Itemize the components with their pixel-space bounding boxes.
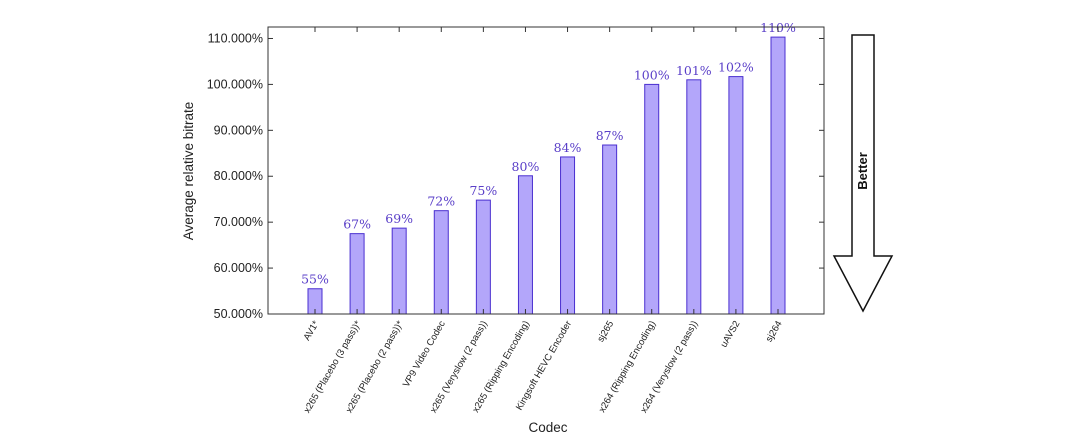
better-label: Better: [855, 152, 870, 190]
data-label: 80%: [512, 159, 540, 174]
bar: [602, 144, 618, 315]
data-label: 69%: [385, 211, 413, 226]
y-tick-label: 100.000%: [207, 77, 263, 91]
x-axis-title: Codec: [528, 420, 567, 435]
x-tick-label: VP9 Video Codec: [401, 319, 448, 390]
y-tick-label: 110.000%: [208, 31, 263, 45]
data-label: 55%: [301, 272, 329, 287]
data-label: 102%: [718, 60, 754, 75]
data-label: 100%: [634, 67, 670, 82]
y-tick-label: 50.000%: [214, 307, 263, 321]
data-label: 87%: [596, 128, 624, 143]
y-tick-label: 80.000%: [214, 169, 263, 183]
y-tick-label: 60.000%: [214, 261, 263, 275]
bar: [517, 175, 533, 315]
bar: [349, 233, 365, 315]
x-tick-label: sj264: [764, 319, 785, 344]
bar: [770, 36, 786, 315]
data-label: 72%: [427, 194, 455, 209]
bars: 55%67% 69%72%75%80%84%87%100% 101% 102%110%: [301, 20, 796, 315]
y-tick-label: 70.000%: [214, 215, 263, 229]
bar: [728, 76, 744, 315]
x-tick-label: sj265: [595, 319, 616, 344]
bar: [433, 210, 449, 315]
bar: [644, 83, 660, 315]
bar: [686, 79, 702, 315]
x-axis: AV1*x265 (Placebo (3 pass))*x265 (Placeb…: [302, 27, 785, 415]
data-label: 67%: [343, 217, 371, 232]
data-label: 84%: [554, 140, 582, 155]
bar: [560, 156, 576, 315]
x-tick-label: uAVS2: [719, 319, 743, 350]
plot-frame: [267, 26, 825, 315]
bar: [475, 199, 491, 315]
data-label: 75%: [469, 183, 497, 198]
bar: [391, 227, 407, 315]
better-arrow: Better: [832, 34, 894, 313]
y-tick-label: 90.000%: [214, 123, 263, 137]
y-axis: 50.000% 60.000% 70.000% 80.000% 90.000% 100.0…: [207, 31, 824, 321]
y-axis-title: Average relative bitrate: [181, 102, 196, 241]
data-label: 101%: [676, 63, 712, 78]
x-tick-label: AV1*: [302, 319, 322, 343]
down-arrow-icon: [832, 34, 894, 313]
